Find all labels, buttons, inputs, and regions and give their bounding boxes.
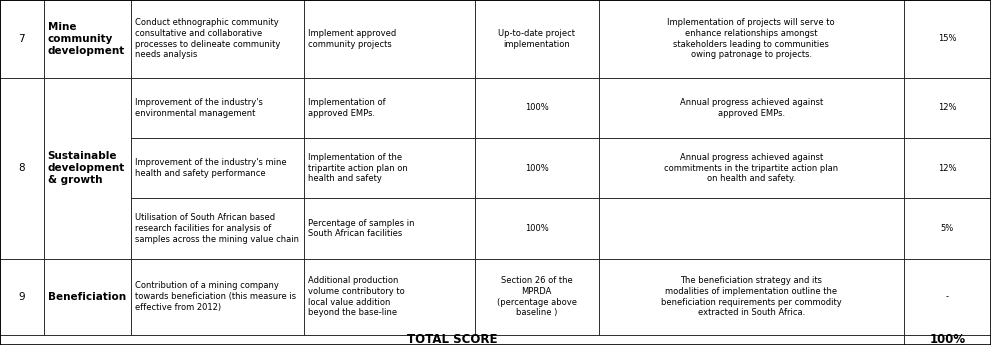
Bar xyxy=(475,78,599,138)
Text: Mine
community
development: Mine community development xyxy=(48,22,125,56)
Text: 100%: 100% xyxy=(930,333,965,345)
Bar xyxy=(599,78,904,138)
Text: The beneficiation strategy and its
modalities of implementation outline the
bene: The beneficiation strategy and its modal… xyxy=(661,276,841,317)
Text: Improvement of the industry's mine
health and safety performance: Improvement of the industry's mine healt… xyxy=(135,158,286,178)
Text: 15%: 15% xyxy=(938,34,956,43)
Text: Annual progress achieved against
commitments in the tripartite action plan
on he: Annual progress achieved against commitm… xyxy=(664,153,838,184)
Bar xyxy=(44,259,131,335)
Text: 100%: 100% xyxy=(525,103,548,112)
Text: Contribution of a mining company
towards beneficiation (this measure is
effectiv: Contribution of a mining company towards… xyxy=(135,282,296,312)
Bar xyxy=(904,78,991,138)
Bar xyxy=(904,259,991,335)
Text: Percentage of samples in
South African facilities: Percentage of samples in South African f… xyxy=(308,219,414,238)
Text: Conduct ethnographic community
consultative and collaborative
processes to delin: Conduct ethnographic community consultat… xyxy=(135,18,280,59)
Bar xyxy=(304,259,475,335)
Bar xyxy=(475,138,599,198)
Bar xyxy=(44,78,131,259)
Text: 100%: 100% xyxy=(525,224,548,233)
Bar xyxy=(599,259,904,335)
Bar xyxy=(475,198,599,259)
Bar xyxy=(475,259,599,335)
Bar xyxy=(599,198,904,259)
Text: Sustainable
development
& growth: Sustainable development & growth xyxy=(48,151,125,185)
Text: 7: 7 xyxy=(19,34,25,44)
Bar xyxy=(131,78,304,138)
Bar xyxy=(0,78,44,259)
Bar xyxy=(904,335,991,345)
Text: Up-to-date project
implementation: Up-to-date project implementation xyxy=(498,29,575,49)
Text: Annual progress achieved against
approved EMPs.: Annual progress achieved against approve… xyxy=(680,98,823,118)
Bar xyxy=(0,259,44,335)
Bar xyxy=(599,138,904,198)
Text: Section 26 of the
MPRDA
(percentage above
baseline ): Section 26 of the MPRDA (percentage abov… xyxy=(496,276,577,317)
Text: 12%: 12% xyxy=(938,103,956,112)
Bar xyxy=(304,0,475,78)
Bar xyxy=(0,335,904,345)
Bar xyxy=(475,0,599,78)
Bar xyxy=(131,198,304,259)
Text: -: - xyxy=(945,292,949,301)
Text: 5%: 5% xyxy=(940,224,954,233)
Text: Implementation of
approved EMPs.: Implementation of approved EMPs. xyxy=(308,98,385,118)
Bar xyxy=(304,78,475,138)
Text: Additional production
volume contributory to
local value addition
beyond the bas: Additional production volume contributor… xyxy=(308,276,405,317)
Bar xyxy=(904,0,991,78)
Text: TOTAL SCORE: TOTAL SCORE xyxy=(406,333,497,345)
Text: Utilisation of South African based
research facilities for analysis of
samples a: Utilisation of South African based resea… xyxy=(135,213,298,244)
Text: Implementation of projects will serve to
enhance relationships amongst
stakehold: Implementation of projects will serve to… xyxy=(667,18,835,59)
Bar xyxy=(904,198,991,259)
Bar xyxy=(304,138,475,198)
Text: 8: 8 xyxy=(19,163,25,173)
Text: 12%: 12% xyxy=(938,164,956,173)
Text: Beneficiation: Beneficiation xyxy=(48,292,126,302)
Bar xyxy=(904,138,991,198)
Text: 9: 9 xyxy=(19,292,25,302)
Bar xyxy=(304,198,475,259)
Bar xyxy=(44,0,131,78)
Bar xyxy=(131,0,304,78)
Bar xyxy=(131,259,304,335)
Text: Improvement of the industry's
environmental management: Improvement of the industry's environmen… xyxy=(135,98,263,118)
Bar xyxy=(599,0,904,78)
Text: Implement approved
community projects: Implement approved community projects xyxy=(308,29,396,49)
Text: Implementation of the
tripartite action plan on
health and safety: Implementation of the tripartite action … xyxy=(308,153,408,184)
Bar xyxy=(131,138,304,198)
Bar xyxy=(0,0,44,78)
Text: 100%: 100% xyxy=(525,164,548,173)
